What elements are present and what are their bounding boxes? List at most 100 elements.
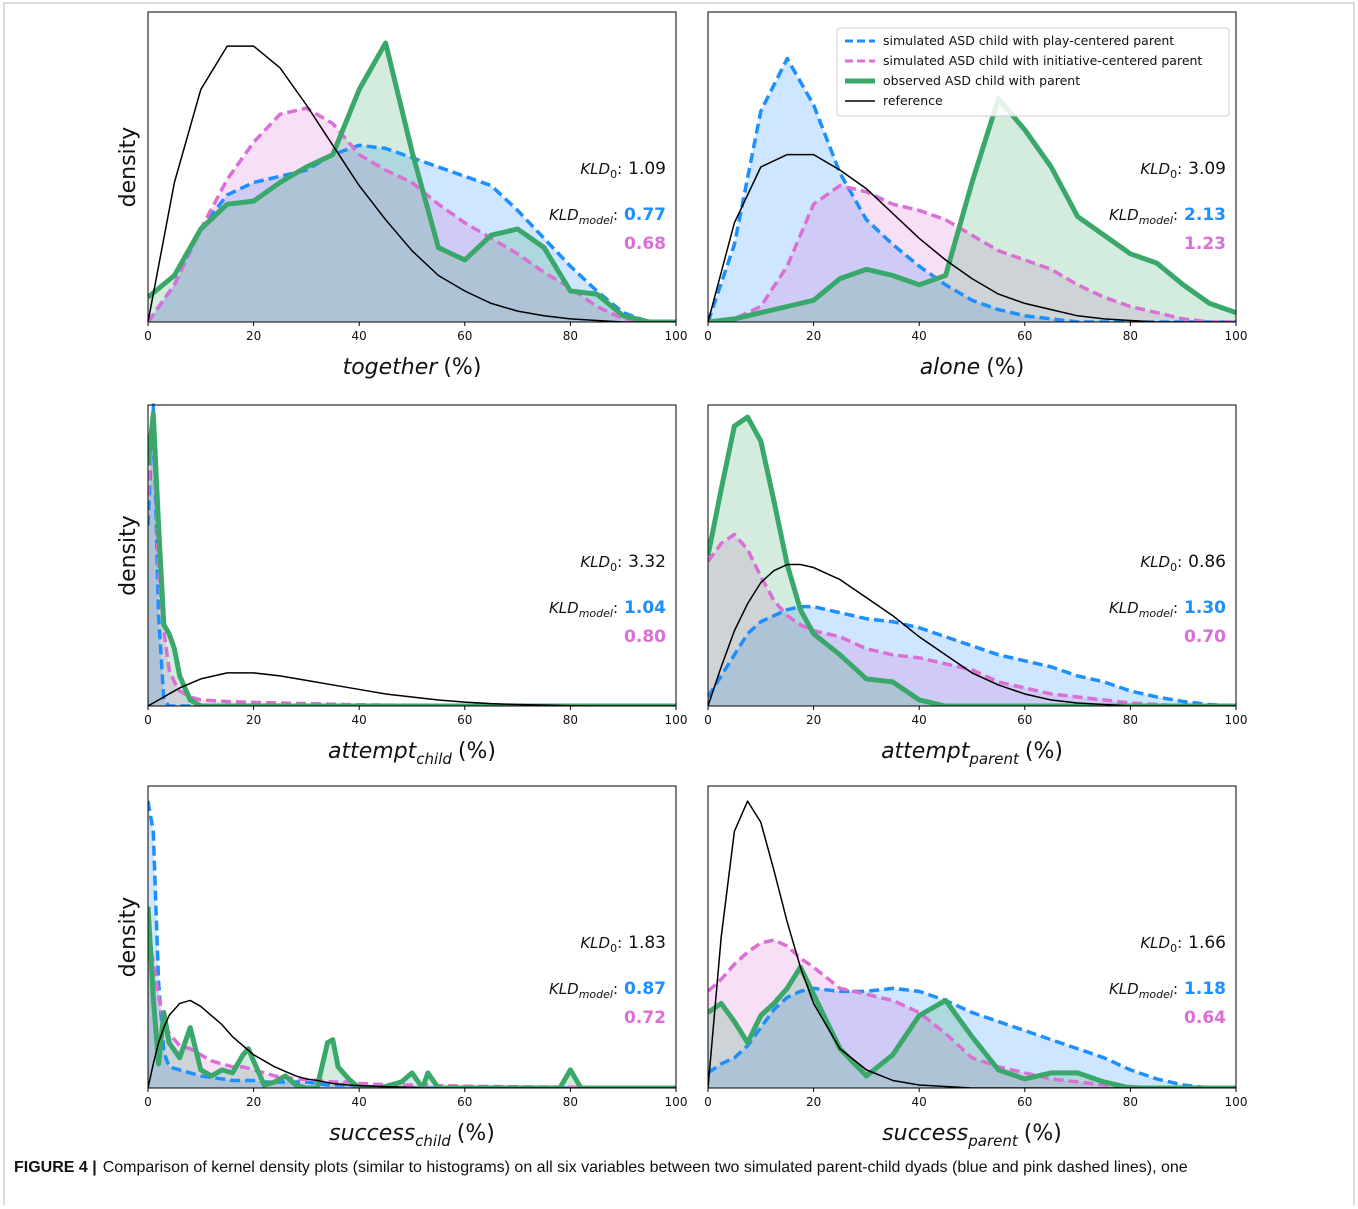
density-area [708, 185, 1236, 322]
kld-model: KLDmodel: 2.13 [1109, 205, 1226, 227]
density-line [708, 604, 1236, 706]
kld0-value: 1.83 [628, 933, 666, 953]
kld-model-value: 0.64 [1184, 1008, 1226, 1028]
x-axis-label-unit: (%) [443, 355, 481, 380]
kld-model-value: 0.72 [624, 1008, 666, 1028]
plot-frame [707, 11, 1237, 323]
kld-name: KLD [549, 980, 579, 998]
kld-model-value: 0.77 [624, 205, 666, 225]
x-axis-label-name: alone [920, 355, 981, 380]
legend-label: simulated ASD child with play-centered p… [883, 33, 1174, 48]
density-line [708, 986, 1236, 1088]
kld-model: KLDmodel: 0.87 [549, 979, 666, 1001]
x-tick-label: 40 [912, 713, 927, 727]
density-line [708, 414, 1236, 706]
kld-sub: model [1139, 214, 1173, 227]
kld-sep: : [1177, 160, 1182, 178]
x-axis-label-sub: child [416, 750, 452, 768]
x-tick-label: 0 [704, 1095, 712, 1109]
plot-area [148, 403, 676, 706]
kld-sub: 0 [1170, 561, 1177, 574]
density-area [708, 58, 1236, 322]
kld-sub: model [579, 607, 613, 620]
x-tick-label: 20 [806, 713, 821, 727]
kld-model-value: 0.68 [624, 234, 666, 254]
kld-model-value: 0.87 [624, 979, 666, 999]
kld-sep: : [617, 934, 622, 952]
x-axis-label-unit: (%) [1024, 1121, 1062, 1146]
x-tick-label: 40 [912, 1095, 927, 1109]
x-tick-label: 100 [665, 329, 688, 343]
kld-sub: 0 [1170, 942, 1177, 955]
y-axis-label: density [116, 127, 141, 208]
density-area [708, 98, 1236, 322]
kld-name: KLD [1109, 206, 1139, 224]
legend-label: simulated ASD child with initiative-cent… [883, 53, 1202, 68]
x-tick-label: 20 [806, 1095, 821, 1109]
x-tick-label: 100 [1225, 329, 1248, 343]
kld0-value: 1.09 [628, 159, 666, 179]
kld-model-value: 1.18 [1184, 979, 1226, 999]
density-line [708, 800, 1236, 1088]
y-axis-label: density [116, 897, 141, 978]
y-axis-label: density [116, 515, 141, 596]
kld-sep: : [617, 160, 622, 178]
kld-sep: : [617, 553, 622, 571]
x-tick-label: 80 [1123, 329, 1138, 343]
kld-model-value: 0.80 [624, 627, 666, 647]
density-line [708, 96, 1236, 322]
density-area [708, 606, 1236, 706]
plot-frame [707, 404, 1237, 707]
kld-sub: 0 [610, 168, 617, 181]
density-line [148, 411, 676, 706]
x-tick-label: 100 [665, 713, 688, 727]
kld-sub: 0 [1170, 168, 1177, 181]
kld-sep: : [1177, 553, 1182, 571]
kld-model-value: 1.30 [1184, 598, 1226, 618]
legend-label: observed ASD child with parent [883, 73, 1080, 88]
plot-area [708, 56, 1236, 322]
kld-model-value: 1.04 [624, 598, 666, 618]
x-axis-label: together (%) [343, 355, 482, 380]
x-axis-label-sub: child [415, 1132, 451, 1150]
legend-box [836, 27, 1230, 117]
x-axis-label-name: success [882, 1121, 968, 1146]
kld-sep: : [613, 980, 618, 998]
density-line [148, 40, 676, 322]
x-tick-label: 80 [1123, 713, 1138, 727]
plot-frame [147, 404, 677, 707]
kld-model: KLDmodel: 1.18 [1109, 979, 1226, 1001]
kld0: KLD0: 0.86 [1140, 552, 1226, 574]
density-line [148, 45, 676, 322]
x-tick-label: 80 [563, 713, 578, 727]
kld-sep: : [1173, 206, 1178, 224]
x-axis-label: successparent (%) [882, 1121, 1062, 1150]
x-tick-label: 80 [1123, 1095, 1138, 1109]
plot-frame [707, 785, 1237, 1089]
density-line [148, 936, 676, 1088]
x-tick-label: 40 [352, 1095, 367, 1109]
x-tick-label: 60 [457, 1095, 472, 1109]
kld-name: KLD [1140, 160, 1170, 178]
x-tick-label: 0 [144, 713, 152, 727]
caption: FIGURE 4 | Comparison of kernel density p… [14, 1159, 1188, 1176]
density-line [708, 153, 1236, 322]
x-axis-label-unit: (%) [457, 1121, 495, 1146]
x-axis-label-name: together [343, 355, 440, 380]
kld-model: KLDmodel: 1.04 [549, 598, 666, 620]
x-tick-label: 60 [1017, 329, 1032, 343]
kld0-value: 1.66 [1188, 933, 1226, 953]
density-line [708, 532, 1236, 706]
kld0: KLD0: 3.09 [1140, 159, 1226, 181]
density-area [148, 108, 676, 322]
figure-border [3, 2, 1355, 1209]
caption-text: Comparison of kernel density plots (simi… [103, 1159, 1188, 1176]
kld-sep: : [1173, 599, 1178, 617]
x-tick-label: 0 [144, 329, 152, 343]
density-line [708, 563, 1236, 706]
x-tick-label: 60 [457, 329, 472, 343]
kld-model-value: 1.23 [1184, 234, 1226, 254]
kld-sub: 0 [610, 942, 617, 955]
